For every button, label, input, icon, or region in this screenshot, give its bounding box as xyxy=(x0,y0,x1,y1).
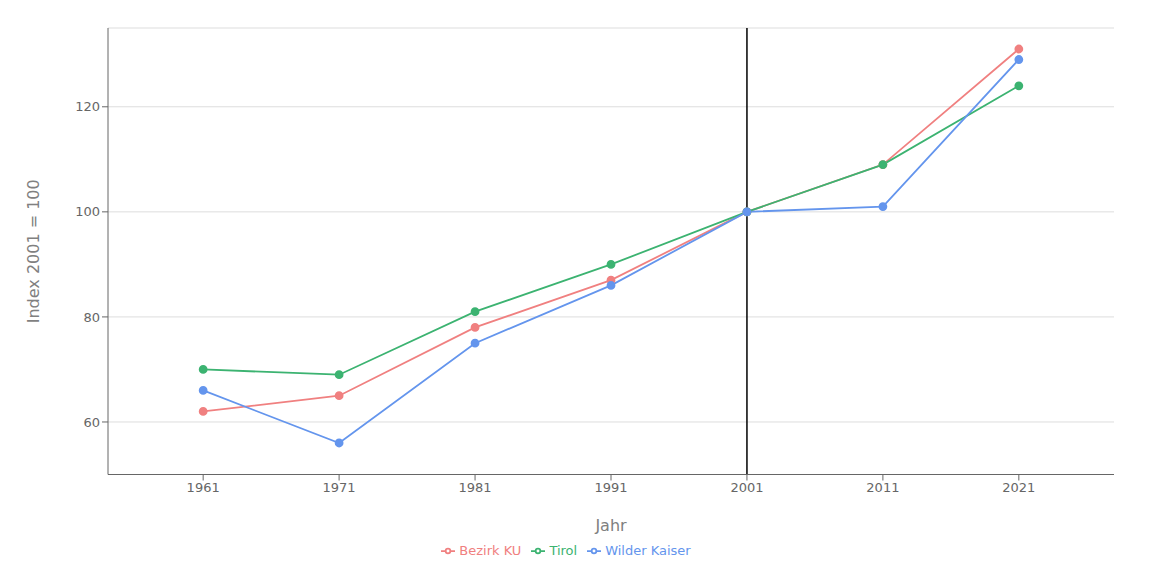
svg-text:Index 2001 = 100: Index 2001 = 100 xyxy=(24,179,43,323)
html-text:Wilder Kaiser: Wilder Kaiser xyxy=(605,542,691,558)
svg-text:100: 100 xyxy=(75,204,100,219)
svg-text:Jahr: Jahr xyxy=(594,516,627,535)
html-text:Bezirk KU: Bezirk KU xyxy=(459,542,522,558)
svg-text:2011: 2011 xyxy=(866,480,899,495)
svg-text:1991: 1991 xyxy=(594,480,627,495)
svg-text:1981: 1981 xyxy=(459,480,492,495)
svg-text:120: 120 xyxy=(75,99,100,114)
html-text:Tirol: Tirol xyxy=(549,542,578,558)
svg-text:1971: 1971 xyxy=(323,480,356,495)
svg-text:60: 60 xyxy=(83,415,100,430)
svg-text:2021: 2021 xyxy=(1002,480,1035,495)
svg-text:2001: 2001 xyxy=(730,480,763,495)
svg-text:1961: 1961 xyxy=(187,480,220,495)
svg-text:80: 80 xyxy=(83,310,100,325)
